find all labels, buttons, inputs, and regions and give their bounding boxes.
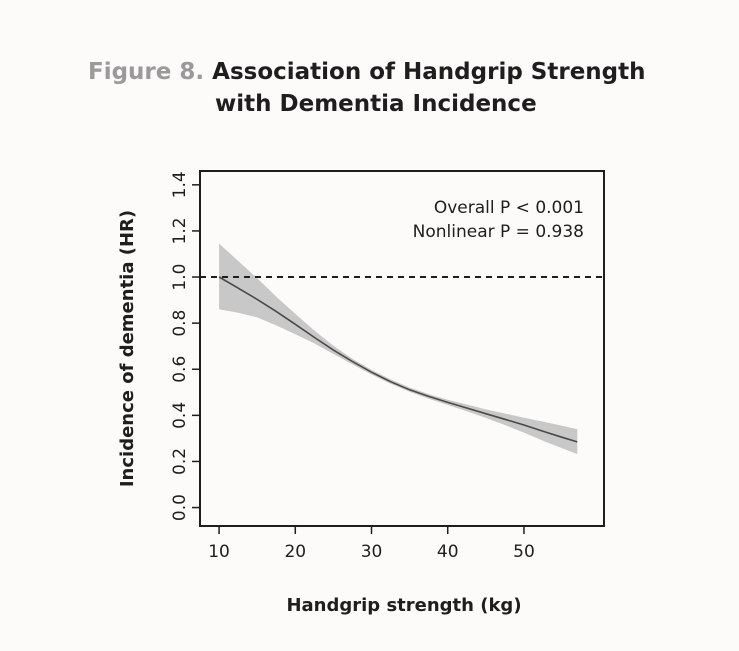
- y-tick-label-0: 0.0: [170, 494, 190, 521]
- plot-frame: [199, 170, 605, 527]
- confidence-band-layer: [219, 243, 578, 455]
- figure-label: Figure 8.: [88, 59, 205, 85]
- x-axis: 10 20 30 40 50: [208, 526, 535, 562]
- x-tick-label-3: 40: [437, 542, 459, 562]
- y-tick-label-3: 0.6: [170, 356, 190, 383]
- y-tick-label-7: 1.4: [170, 171, 190, 198]
- x-tick-label-4: 50: [513, 542, 535, 562]
- annotation-overall-p: Overall P < 0.001: [434, 198, 584, 218]
- x-axis-label: Handgrip strength (kg): [286, 595, 521, 616]
- x-tick-label-1: 20: [284, 542, 306, 562]
- x-tick-label-2: 30: [361, 542, 383, 562]
- figure-title: Figure 8. Association of Handgrip Streng…: [88, 56, 728, 120]
- series-layer: [218, 276, 578, 443]
- annotation-nonlinear-p: Nonlinear P = 0.938: [413, 222, 584, 242]
- x-tick-label-0: 10: [208, 542, 230, 562]
- y-tick-label-4: 0.8: [170, 310, 190, 337]
- y-tick-label-2: 0.4: [170, 402, 190, 429]
- y-axis: 0.0 0.2 0.4 0.6 0.8 1.0 1.2 1.4: [170, 171, 200, 521]
- y-axis-label: Incidence of dementia (HR): [117, 210, 138, 487]
- figure-title-line2: with Dementia Incidence: [215, 91, 537, 117]
- y-tick-label-6: 1.2: [170, 217, 190, 244]
- series-line-0: [218, 276, 578, 443]
- confidence-band: [219, 243, 578, 455]
- figure-title-line1: Association of Handgrip Strength: [212, 59, 646, 85]
- y-tick-label-5: 1.0: [170, 264, 190, 291]
- y-tick-label-1: 0.2: [170, 448, 190, 475]
